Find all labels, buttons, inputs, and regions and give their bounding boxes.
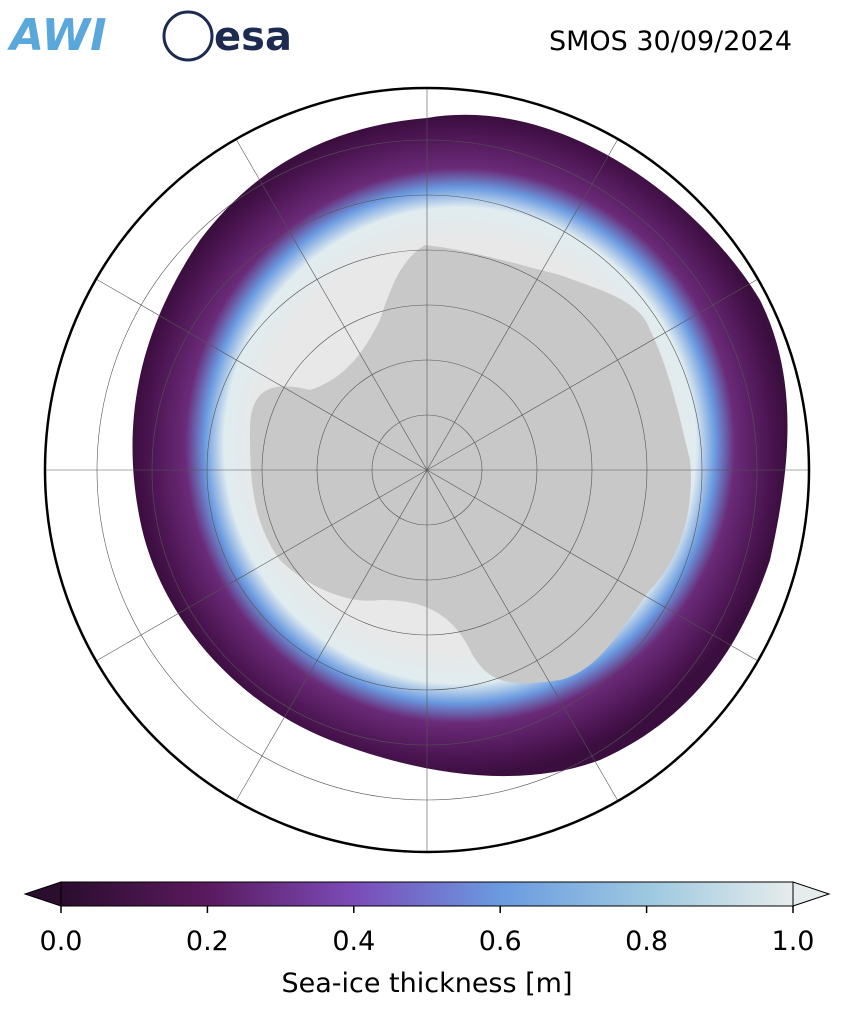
graticule [45, 88, 809, 852]
esa-logo-mark [162, 10, 214, 62]
colorbar-tick-label: 0.0 [40, 926, 83, 957]
title: SMOS 30/09/2024 [549, 26, 792, 57]
colorbar-tick-label: 0.6 [479, 926, 522, 957]
colorbar-under [23, 881, 62, 907]
colorbar-tick-label: 0.4 [332, 926, 375, 957]
colorbar-label: Sea-ice thickness [m] [281, 968, 572, 999]
colorbar-over [792, 881, 831, 907]
awi-logo: AWI [7, 10, 107, 61]
map-frame [43, 86, 811, 854]
map [45, 88, 809, 852]
colorbar-tick-label: 1.0 [772, 926, 815, 957]
colorbar-body [60, 881, 794, 907]
colorbar-tick-label: 0.2 [186, 926, 229, 957]
esa-logo: esa [214, 14, 292, 60]
colorbar-tick-label: 0.8 [625, 926, 668, 957]
colorbar: 0.0 0.2 0.4 0.6 0.8 1.0 [23, 881, 831, 957]
